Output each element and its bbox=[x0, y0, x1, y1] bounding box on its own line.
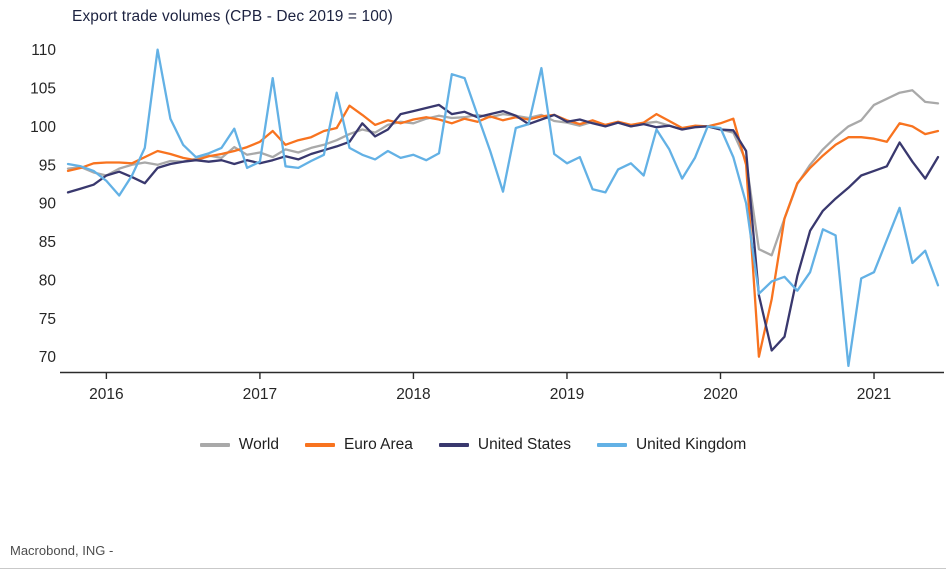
y-axis-label: 95 bbox=[39, 157, 56, 174]
x-axis-label: 2018 bbox=[396, 386, 430, 403]
united-states-line-swatch bbox=[438, 443, 469, 447]
legend-label-united-states: United States bbox=[477, 436, 571, 453]
chart-title: Export trade volumes (CPB - Dec 2019 = 1… bbox=[72, 8, 393, 25]
y-axis-label: 75 bbox=[39, 311, 56, 328]
legend-label-world: World bbox=[238, 436, 279, 453]
x-axis-label: 2020 bbox=[703, 386, 738, 403]
series-line-world bbox=[66, 89, 940, 257]
legend-item-world: World bbox=[199, 436, 279, 454]
source-attribution: Macrobond, ING - bbox=[10, 543, 114, 558]
y-axis-label: 100 bbox=[30, 119, 56, 136]
y-axis-label: 110 bbox=[31, 42, 56, 59]
united-kingdom-line-swatch bbox=[596, 443, 627, 447]
legend-label-euro-area: Euro Area bbox=[343, 436, 413, 453]
euro-area-line-swatch bbox=[304, 443, 335, 447]
series-line-euro-area bbox=[66, 104, 940, 358]
y-axis-label: 80 bbox=[39, 272, 57, 289]
x-axis-label: 2019 bbox=[550, 386, 584, 403]
chart-legend: World Euro Area United States United Kin… bbox=[0, 436, 946, 454]
bottom-divider bbox=[0, 568, 946, 569]
x-axis-label: 2017 bbox=[243, 386, 277, 403]
series-line-united-kingdom bbox=[66, 48, 940, 368]
legend-item-united-states: United States bbox=[438, 436, 571, 454]
x-axis-label: 2021 bbox=[857, 386, 891, 403]
y-axis-label: 85 bbox=[39, 234, 56, 251]
legend-item-united-kingdom: United Kingdom bbox=[596, 436, 747, 454]
y-axis-label: 90 bbox=[39, 196, 57, 213]
world-line-swatch bbox=[199, 443, 230, 447]
legend-item-euro-area: Euro Area bbox=[304, 436, 413, 454]
y-axis-label: 70 bbox=[39, 349, 57, 366]
series-line-united-states bbox=[66, 103, 940, 352]
x-axis-label: 2016 bbox=[89, 386, 123, 403]
y-axis-label: 105 bbox=[30, 81, 56, 98]
legend-label-united-kingdom: United Kingdom bbox=[635, 436, 747, 453]
